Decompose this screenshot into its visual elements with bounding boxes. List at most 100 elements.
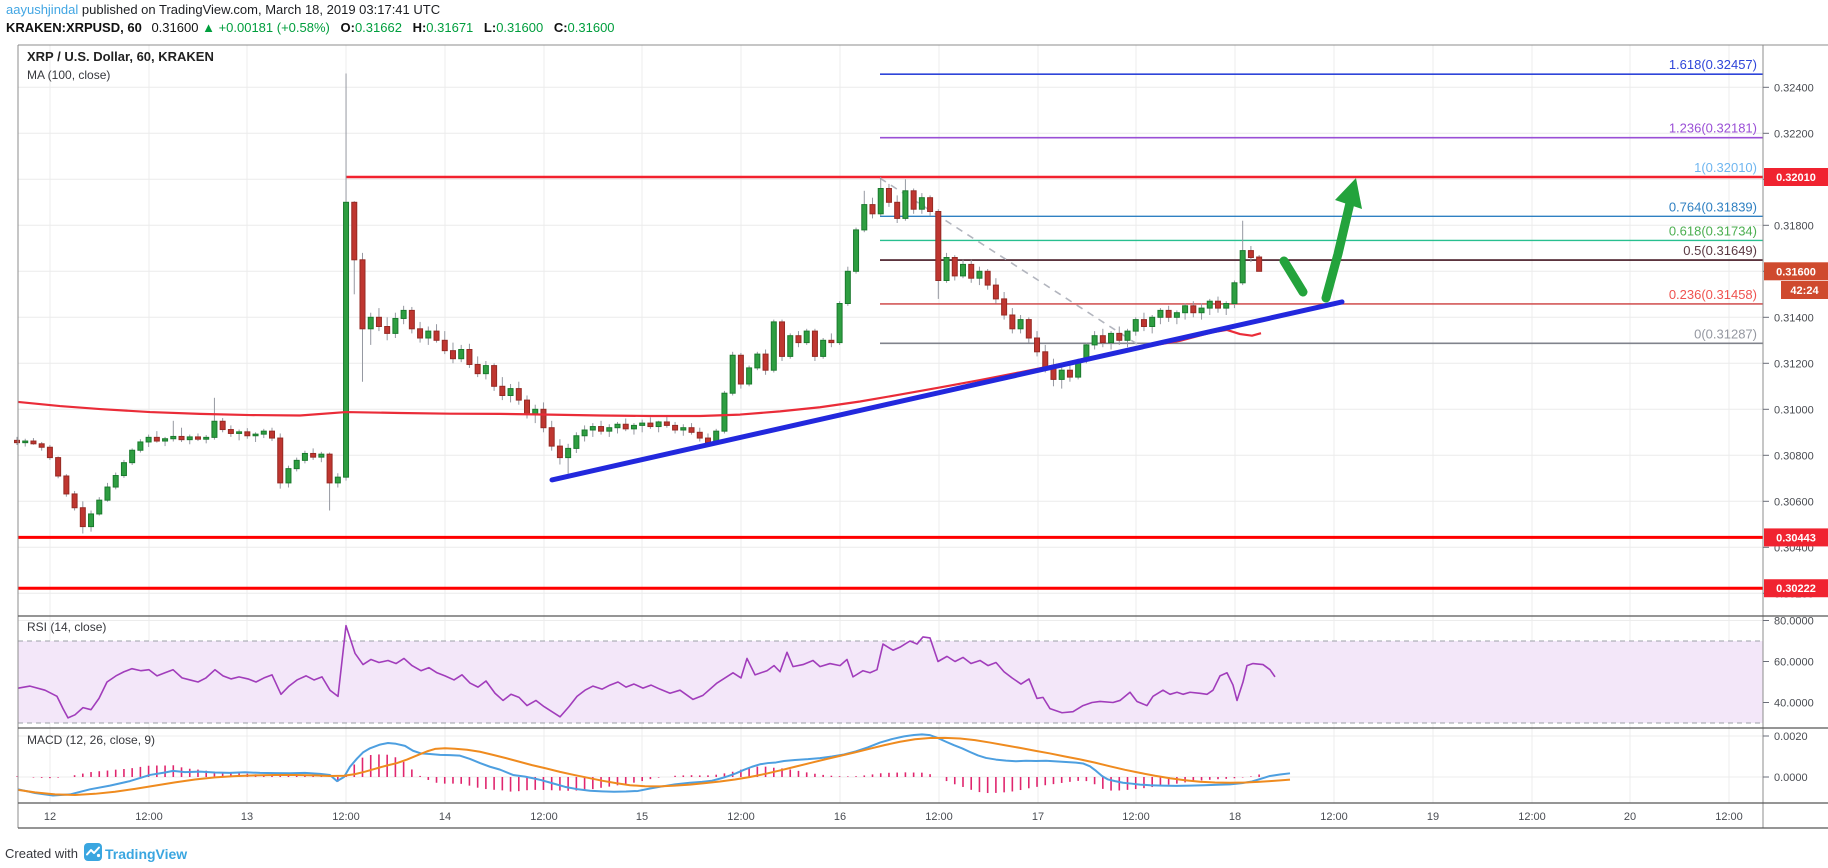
candle-down <box>540 408 547 429</box>
time-axis[interactable]: 12 12:00 13 12:00 14 12:00 15 12:00 16 12:00 17 12:… <box>44 811 1743 823</box>
high-value: 0.31671 <box>426 20 474 35</box>
support-trendline[interactable] <box>549 299 1345 483</box>
candle-down <box>244 431 251 437</box>
time-tick-label: 12:00 <box>332 811 360 823</box>
candle-down <box>688 427 695 433</box>
candle-up <box>162 438 169 442</box>
fib-label: 0.5(0.31649) <box>1683 243 1757 258</box>
candle-up <box>581 429 588 437</box>
candle-up <box>1239 250 1246 284</box>
publish-header: aayushjindal published on TradingView.co… <box>6 2 615 38</box>
candle-down <box>433 330 440 341</box>
candle-up <box>129 449 136 464</box>
candle-down <box>1140 319 1147 328</box>
time-tick-label: 20 <box>1624 811 1636 823</box>
candle-down <box>548 427 555 447</box>
candle-up <box>902 190 909 219</box>
price-axis[interactable]: 0.324000.322000.320000.318000.316000.314… <box>1763 82 1814 784</box>
price-box-label: 42:24 <box>1790 285 1819 297</box>
time-tick-label: 12:00 <box>1122 811 1150 823</box>
candle-down <box>524 399 531 415</box>
fib-label: 1(0.32010) <box>1694 160 1757 175</box>
candle-down <box>1214 300 1221 309</box>
price-tick-label: 0.0000 <box>1774 772 1808 784</box>
candle-up <box>425 330 432 339</box>
candle-down <box>992 284 999 300</box>
candle-up <box>1231 282 1238 304</box>
candle-down <box>762 353 769 371</box>
candle-up <box>170 435 177 440</box>
candle-up <box>976 270 983 279</box>
time-tick-label: 13 <box>241 811 253 823</box>
candle-down <box>951 257 958 277</box>
frame-layer <box>17 44 1828 829</box>
candle-down <box>79 507 86 528</box>
tradingview-logo-icon[interactable] <box>83 843 102 864</box>
candle-down <box>1099 335 1106 344</box>
candle-up <box>120 462 127 477</box>
candle-up <box>458 349 465 360</box>
candle-up <box>186 436 193 441</box>
candle-up <box>877 188 884 215</box>
candle-down <box>359 259 366 330</box>
fib-label: 0(0.31287) <box>1694 326 1757 341</box>
candle-down <box>277 437 284 484</box>
price-tick-label: 0.0020 <box>1774 731 1808 743</box>
candle-down <box>1247 250 1254 259</box>
candle-down <box>1256 256 1263 272</box>
price-box-label: 0.30222 <box>1776 583 1816 595</box>
macd-layer <box>16 733 1291 797</box>
candle-down <box>1165 309 1172 318</box>
price-tick-label: 0.31400 <box>1774 312 1814 324</box>
candle-up <box>532 408 539 415</box>
candle-up <box>1206 300 1213 309</box>
arrow-head-icon <box>1335 178 1362 209</box>
horizontal-levels[interactable] <box>18 175 1763 590</box>
candle-up <box>639 422 646 426</box>
candle-down <box>885 188 892 203</box>
projection-arrow[interactable] <box>1279 178 1362 303</box>
open-value: 0.31662 <box>354 20 402 35</box>
candle-up <box>655 421 662 428</box>
candle-up <box>589 426 596 431</box>
candle-up <box>1132 319 1139 332</box>
open-label: O: <box>340 20 355 35</box>
time-tick-label: 12:00 <box>1715 811 1743 823</box>
candle-down <box>194 436 201 440</box>
candle-up <box>260 430 267 435</box>
tradingview-brand-text[interactable]: TradingView <box>104 845 188 862</box>
candle-down <box>556 445 563 459</box>
candle-up <box>318 453 325 458</box>
candle-down <box>310 452 317 458</box>
candle-up <box>236 431 243 434</box>
time-tick-label: 12:00 <box>135 811 163 823</box>
candle-down <box>811 330 818 357</box>
candle-up <box>573 435 580 449</box>
candle-up <box>1173 312 1180 318</box>
candle-down <box>779 321 786 357</box>
macd-indicator-label: MACD (12, 26, close, 9) <box>27 733 156 747</box>
candle-up <box>334 476 341 484</box>
candle-down <box>38 443 45 448</box>
time-tick-label: 12 <box>44 811 56 823</box>
candle-down <box>46 446 53 459</box>
price-level-box <box>1764 579 1828 598</box>
author-link[interactable]: aayushjindal <box>6 2 79 17</box>
candle-down <box>1042 351 1049 369</box>
time-tick-label: 12:00 <box>530 811 558 823</box>
low-label: L: <box>483 20 497 35</box>
candle-down <box>935 211 942 281</box>
dashed-trendline[interactable] <box>879 177 1138 345</box>
candle-up <box>614 423 621 429</box>
created-with-text: Created with <box>5 846 78 861</box>
candle-down <box>663 421 670 426</box>
candle-up <box>112 475 119 488</box>
fib-label: 1.236(0.32181) <box>1669 121 1757 136</box>
candle-up <box>1198 307 1205 314</box>
fib-retracement[interactable]: 1.618(0.32457) 1.236(0.32181) 1(0.32010) 0.… <box>880 57 1763 345</box>
candle-down <box>795 335 802 344</box>
candle-up <box>482 365 489 375</box>
candle-up <box>22 440 29 444</box>
published-text: published on TradingView.com, March 18, … <box>78 2 441 17</box>
